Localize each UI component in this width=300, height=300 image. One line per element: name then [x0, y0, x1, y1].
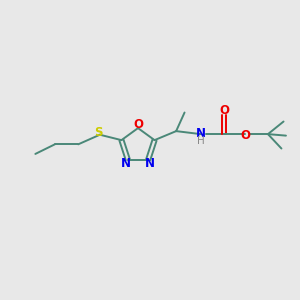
Text: N: N: [145, 157, 155, 170]
Text: O: O: [133, 118, 143, 131]
Text: N: N: [196, 127, 206, 140]
Text: S: S: [94, 126, 103, 140]
Text: O: O: [241, 128, 251, 142]
Text: O: O: [219, 104, 229, 117]
Text: H: H: [197, 136, 205, 146]
Text: N: N: [121, 157, 131, 170]
